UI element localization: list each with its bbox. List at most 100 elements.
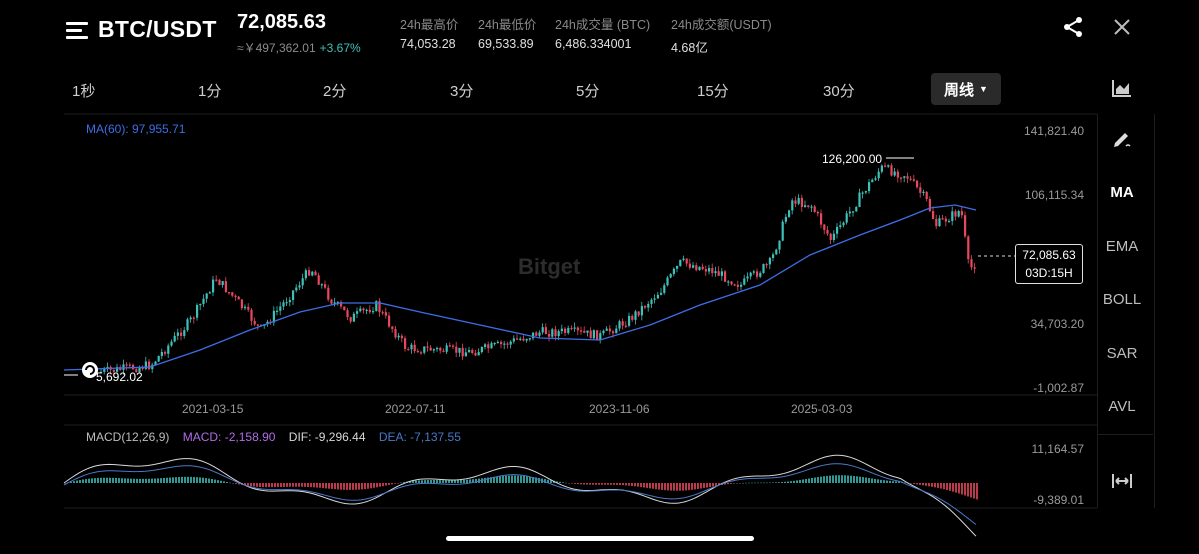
macd-bar (523, 475, 525, 483)
macd-bar (511, 475, 513, 483)
indicator-boll[interactable]: BOLL (1102, 291, 1142, 308)
share-icon[interactable] (1062, 16, 1084, 38)
stat-low-value: 69,533.89 (478, 37, 534, 51)
indicator-ema[interactable]: EMA (1105, 238, 1139, 255)
candle (749, 272, 752, 277)
candle (596, 330, 599, 341)
tab-30m[interactable]: 30分 (823, 83, 855, 100)
close-icon[interactable] (1112, 17, 1132, 37)
macd-bar (904, 482, 906, 483)
tab-weekly[interactable]: 周线 ▼ (931, 73, 1001, 105)
draw-tool-icon[interactable] (1111, 128, 1133, 150)
macd-bar (160, 478, 162, 483)
candle (144, 361, 147, 369)
candle (967, 236, 970, 260)
candle (941, 218, 944, 220)
candle (244, 306, 247, 309)
tab-1s[interactable]: 1秒 (72, 83, 96, 100)
macd-bar (247, 483, 249, 486)
macd-bar (559, 481, 561, 483)
tab-3m[interactable]: 3分 (450, 83, 474, 100)
pair-title[interactable]: BTC/USDT (98, 16, 217, 42)
candle (391, 326, 394, 330)
macd-bar (775, 482, 777, 483)
indicator-sar[interactable]: SAR (1106, 345, 1138, 362)
indicator-ma[interactable]: MA (1110, 184, 1134, 201)
candle (212, 279, 215, 293)
tab-1m[interactable]: 1分 (198, 83, 222, 100)
stat-low-label: 24h最低价 (478, 18, 537, 32)
candle (324, 284, 327, 288)
macd-bar (343, 483, 345, 490)
macd-bar (232, 483, 234, 484)
macd-bar (214, 479, 216, 483)
candle (602, 330, 605, 334)
candle (586, 330, 589, 333)
candle (820, 213, 823, 225)
candle (196, 304, 199, 318)
candle (743, 278, 746, 285)
indicator-avl[interactable]: AVL (1108, 398, 1136, 415)
tab-5m[interactable]: 5分 (576, 83, 600, 100)
stat-turnover-label: 24h成交额(USDT) (671, 18, 772, 32)
fit-width-icon[interactable] (1111, 472, 1133, 490)
candle (765, 264, 768, 266)
tab-2m[interactable]: 2分 (323, 83, 347, 100)
macd-bar (454, 480, 456, 483)
macd-bar (760, 482, 762, 484)
macd-bar (976, 483, 978, 500)
macd-bar (175, 477, 177, 483)
macd-bar (712, 483, 714, 487)
macd-bar (391, 483, 393, 485)
candle (272, 310, 275, 323)
candle (922, 191, 925, 194)
menu-icon[interactable] (66, 22, 88, 40)
candle (567, 327, 570, 333)
candle (484, 344, 487, 347)
macd-bar (658, 483, 660, 490)
macd-bar (304, 483, 306, 487)
candle (656, 294, 659, 299)
macd-bar (157, 478, 159, 483)
stat-high-value: 74,053.28 (400, 37, 456, 51)
macd-bar (964, 483, 966, 496)
macd-bar (859, 476, 861, 483)
scroll-back-icon[interactable] (80, 360, 100, 380)
macd-bar (331, 483, 333, 489)
macd-bar (298, 483, 300, 487)
candle (413, 344, 416, 352)
candle (455, 346, 458, 353)
candle (893, 171, 896, 176)
area-chart-icon[interactable] (1111, 78, 1133, 98)
caret-down-icon: ▼ (979, 84, 988, 94)
macd-bar (685, 483, 687, 491)
candle (752, 271, 755, 273)
price-axis-label: 141,821.40 (1023, 124, 1084, 138)
macd-bar (100, 477, 102, 483)
candle (794, 200, 797, 204)
macd-bar (847, 475, 849, 483)
candle (720, 271, 723, 276)
macd-bar (379, 483, 381, 487)
macd-bar (631, 483, 633, 486)
candle (490, 343, 493, 349)
candle (116, 367, 119, 372)
date-axis-label: 2022-07-11 (385, 402, 446, 416)
candle (848, 211, 851, 214)
macd-bar (748, 482, 750, 484)
macd-bar (703, 483, 705, 489)
macd-bar (556, 481, 558, 483)
macd-bar (253, 483, 255, 487)
tab-15m[interactable]: 15分 (697, 83, 729, 100)
candle (173, 335, 176, 342)
candle (874, 178, 877, 180)
candle (224, 281, 227, 293)
macd-bar (742, 482, 744, 484)
candle (906, 176, 909, 179)
macd-bar (181, 476, 183, 483)
candle (736, 284, 739, 287)
candle (512, 338, 515, 342)
candle (781, 221, 784, 241)
candle (647, 303, 650, 308)
